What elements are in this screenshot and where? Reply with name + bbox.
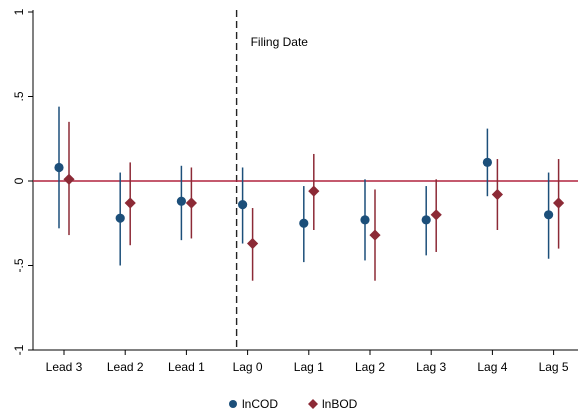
x-tick-label: Lead 1 xyxy=(168,360,205,374)
x-tick-label: Lag 5 xyxy=(539,360,569,374)
point-lnBOD xyxy=(491,188,503,201)
point-lnCOD xyxy=(482,157,492,168)
y-tick-label: 0 xyxy=(12,177,26,184)
legend-marker-lnBOD xyxy=(308,399,318,409)
point-lnBOD xyxy=(247,237,259,250)
x-tick-label: Lag 3 xyxy=(416,360,446,374)
point-lnCOD xyxy=(299,218,309,228)
point-lnCOD xyxy=(360,215,370,225)
y-tick-label: -.5 xyxy=(12,258,26,272)
y-tick-label: .5 xyxy=(12,91,26,101)
point-lnCOD xyxy=(54,162,64,173)
legend-label-lnBOD: lnBOD xyxy=(322,397,358,411)
x-tick-label: Lag 1 xyxy=(294,360,324,374)
confidence-intervals-group xyxy=(58,106,560,281)
axes-group xyxy=(28,10,578,355)
point-lnBOD xyxy=(63,173,75,185)
x-tick-label: Lead 2 xyxy=(107,360,144,374)
x-tick-label: Lag 0 xyxy=(233,360,263,374)
point-lnBOD xyxy=(185,197,197,209)
tick-labels-group: -1 -.5 0 .5 1 Lead 3 Lead 2 Lead 1 Lag 0 Lag 1 Lag… xyxy=(12,8,569,374)
point-lnBOD xyxy=(308,185,320,197)
point-lnBOD xyxy=(369,229,381,241)
x-tick-label: Lag 2 xyxy=(355,360,385,374)
point-lnBOD xyxy=(124,197,136,209)
points-group xyxy=(54,157,565,250)
point-lnBOD xyxy=(430,209,442,221)
point-lnCOD xyxy=(421,215,431,225)
point-lnBOD xyxy=(553,197,565,209)
filing-date-label: Filing Date xyxy=(251,35,309,49)
y-tick-label: -1 xyxy=(12,344,26,355)
legend-marker-lnCOD xyxy=(229,400,237,408)
legend: lnCOD lnBOD xyxy=(229,397,358,411)
point-lnCOD xyxy=(238,200,248,210)
point-lnCOD xyxy=(176,196,186,206)
x-tick-label: Lag 4 xyxy=(477,360,507,374)
y-tick-label: 1 xyxy=(12,8,26,15)
x-tick-label: Lead 3 xyxy=(46,360,83,374)
point-lnCOD xyxy=(544,210,554,220)
point-lnCOD xyxy=(115,213,125,223)
legend-label-lnCOD: lnCOD xyxy=(242,397,278,411)
